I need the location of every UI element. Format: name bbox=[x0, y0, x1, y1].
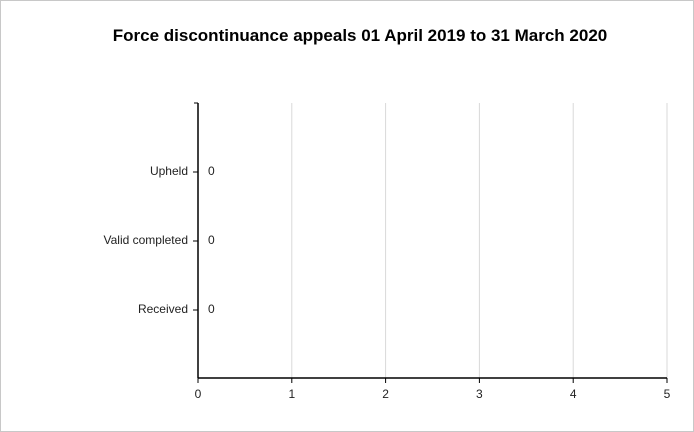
x-tick-label: 5 bbox=[664, 387, 671, 401]
x-tick-label: 4 bbox=[570, 387, 577, 401]
data-label: 0 bbox=[208, 233, 215, 247]
x-tick-label: 2 bbox=[382, 387, 389, 401]
y-tick-label: Upheld bbox=[150, 164, 188, 178]
data-label: 0 bbox=[208, 164, 215, 178]
y-tick-label: Valid completed bbox=[104, 233, 189, 247]
data-label: 0 bbox=[208, 302, 215, 316]
chart-title: Force discontinuance appeals 01 April 20… bbox=[112, 26, 608, 45]
x-tick-label: 0 bbox=[195, 387, 202, 401]
y-tick-label: Received bbox=[138, 302, 188, 316]
x-tick-label: 3 bbox=[476, 387, 483, 401]
x-tick-label: 1 bbox=[288, 387, 295, 401]
